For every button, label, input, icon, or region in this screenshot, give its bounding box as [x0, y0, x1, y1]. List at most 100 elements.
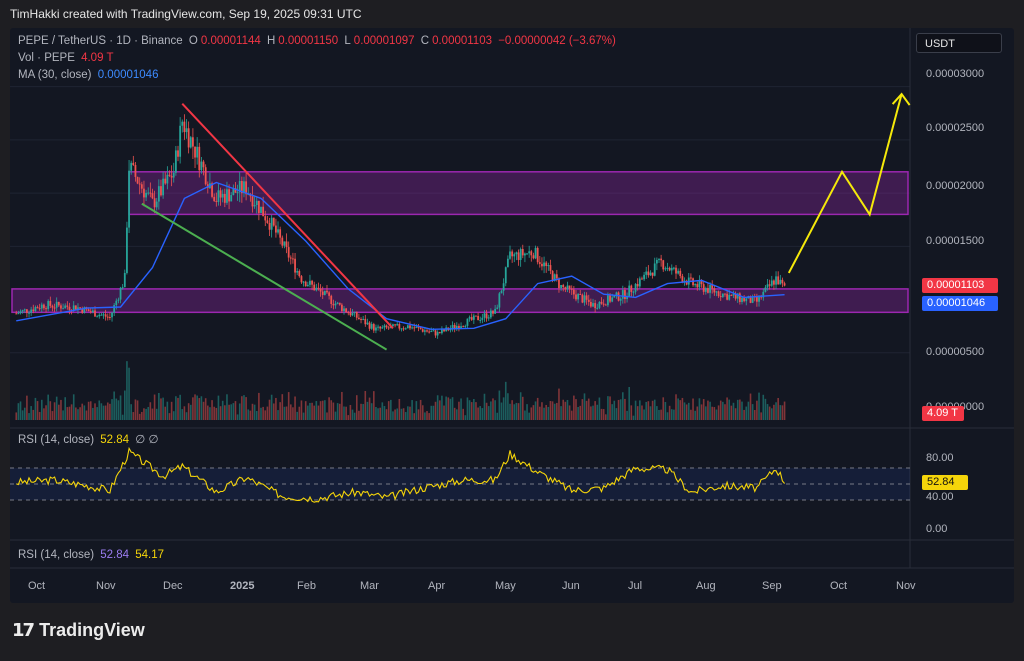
volume-bar: [272, 403, 275, 420]
chart-panel[interactable]: PEPE / TetherUS · 1D · Binance O 0.000011…: [10, 28, 1014, 603]
volume-bar: [487, 406, 490, 420]
volume-bar: [134, 399, 137, 420]
volume-bar: [683, 402, 686, 420]
trendline-red: [181, 102, 394, 329]
candle-body: [558, 278, 560, 289]
volume-bar: [560, 406, 562, 420]
volume-bar: [364, 391, 367, 420]
candle-body: [255, 200, 258, 206]
candle-body: [624, 290, 626, 299]
volume-bar: [390, 399, 392, 420]
candle-body: [653, 263, 656, 276]
candle-body: [238, 180, 241, 193]
volume-bar: [179, 394, 181, 420]
candle-body: [198, 146, 201, 171]
candle-body: [364, 318, 367, 325]
volume-bar: [607, 396, 609, 420]
volume-bar: [151, 408, 154, 420]
candle-body: [402, 328, 405, 330]
candle-body: [549, 265, 552, 271]
candle-body: [309, 280, 311, 285]
candle-body: [372, 324, 375, 331]
volume-bar: [155, 408, 158, 420]
volume-bar: [532, 405, 535, 420]
candle-body: [394, 324, 396, 326]
candle-body: [477, 315, 479, 321]
volume-bar: [460, 398, 462, 420]
candle-body: [783, 283, 786, 286]
volume-bar: [630, 405, 633, 420]
time-label: Nov: [896, 580, 916, 592]
candle-body: [521, 248, 524, 256]
candle-body: [417, 326, 420, 328]
volume-bar: [747, 401, 750, 420]
candle-body: [755, 296, 758, 302]
tradingview-logo[interactable]: 𝟭𝟳 TradingView: [12, 620, 145, 641]
volume-bar: [321, 400, 324, 420]
volume-bar: [768, 406, 771, 420]
candle-body: [538, 262, 541, 264]
candle-body: [368, 322, 371, 329]
volume-bar: [136, 400, 139, 420]
candle-body: [528, 251, 531, 254]
volume-bar: [32, 409, 35, 420]
volume-bar: [317, 405, 320, 420]
candle-body: [87, 309, 90, 312]
volume-bar: [81, 403, 84, 420]
volume-bar: [366, 401, 369, 420]
volume-bar: [604, 414, 607, 420]
volume-bar: [462, 408, 464, 420]
symbol-label[interactable]: PEPE / TetherUS · 1D · Binance: [18, 35, 183, 47]
candle-body: [360, 319, 362, 321]
candle-body: [660, 258, 663, 261]
volume-bar: [473, 399, 475, 420]
price-tick-05: 0.00000500: [926, 346, 985, 358]
candle-body: [587, 299, 590, 302]
candle-body: [275, 225, 277, 233]
volume-bar: [413, 413, 416, 420]
price-chart-svg[interactable]: [10, 28, 1014, 603]
volume-bar: [368, 397, 371, 420]
volume-bar: [75, 407, 77, 420]
volume-bar: [490, 401, 492, 420]
volume-bar: [739, 399, 741, 420]
volume-bar: [445, 396, 447, 420]
candle-body: [698, 281, 701, 288]
volume-bar: [719, 400, 722, 420]
volume-bar: [483, 393, 486, 420]
candle-body: [334, 303, 337, 306]
candle-body: [487, 317, 490, 319]
candle-body: [636, 283, 639, 287]
volume-bar: [70, 404, 73, 420]
ohlc-legend: PEPE / TetherUS · 1D · Binance O 0.000011…: [18, 35, 616, 47]
currency-button[interactable]: USDT: [916, 33, 1002, 53]
volume-bar: [377, 408, 379, 420]
volume-value: 4.09 T: [81, 52, 114, 64]
candle-body: [140, 184, 143, 189]
volume-bar: [313, 405, 316, 420]
volume-bar: [166, 401, 169, 420]
volume-bar: [268, 399, 271, 420]
candle-body: [217, 190, 220, 202]
volume-bar: [677, 398, 679, 420]
volume-bar: [375, 406, 377, 420]
candle-body: [106, 316, 109, 318]
volume-bar: [696, 406, 699, 420]
candle-body: [453, 324, 456, 329]
volume-bar: [777, 398, 779, 420]
volume-bar: [585, 400, 588, 420]
candle-body: [541, 263, 543, 267]
volume-bar: [562, 399, 565, 420]
volume-bar: [277, 410, 279, 420]
candle-body: [638, 278, 641, 287]
candle-body: [202, 161, 205, 168]
candle-body: [383, 325, 386, 328]
volume-bar: [330, 400, 333, 420]
volume-bar: [326, 412, 328, 420]
volume-bar: [756, 400, 758, 420]
candle-body: [419, 327, 422, 330]
volume-bar: [464, 415, 467, 420]
rsi-value-tag: 52.84: [922, 475, 968, 490]
volume-bar: [55, 396, 58, 420]
volume-bar: [513, 404, 516, 420]
